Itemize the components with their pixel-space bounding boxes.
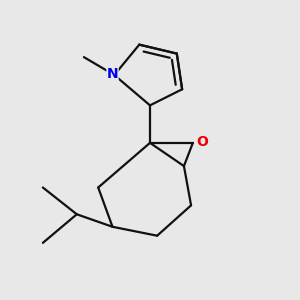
Text: O: O <box>196 135 208 149</box>
Text: N: N <box>107 67 118 81</box>
